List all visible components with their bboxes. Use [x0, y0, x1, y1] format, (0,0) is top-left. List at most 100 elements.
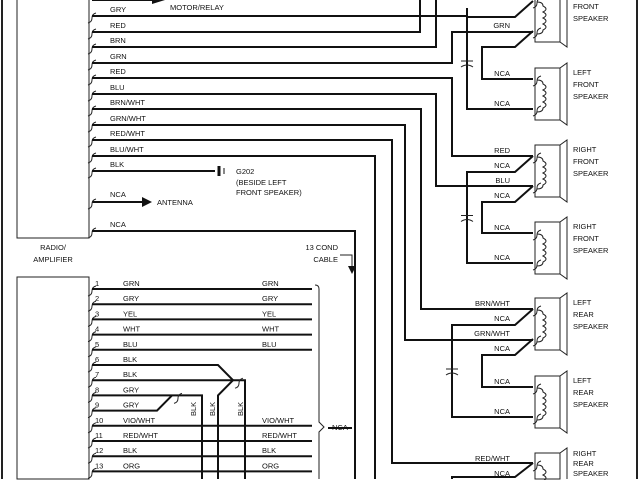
pin-left-label: BLK [123, 446, 137, 455]
speaker-cone-icon [559, 216, 568, 280]
pin-right-label: VIO/WHT [262, 416, 294, 425]
speaker-terminal-icon [532, 383, 542, 395]
capacitor-icon [445, 368, 459, 376]
connector-hook-icon [87, 315, 97, 327]
speaker-icon [534, 0, 561, 43]
pin-left-label: GRY [123, 401, 139, 410]
capacitor-icon [460, 60, 474, 68]
nca-wire [451, 462, 534, 479]
capacitor-icon [460, 215, 474, 222]
ground-icon [217, 166, 225, 176]
pin-number: 4 [95, 325, 99, 334]
speaker-cone-icon [559, 139, 568, 203]
nca-wire [481, 30, 534, 80]
splice-icon [173, 392, 183, 404]
nca-wire [466, 0, 534, 110]
radio-amplifier-box [16, 0, 90, 239]
speaker-cone-icon [559, 447, 568, 479]
connector-hook-icon [87, 422, 97, 434]
speaker-icon [534, 375, 561, 429]
nca-wire [481, 185, 534, 234]
radio-wire [92, 8, 468, 17]
radio-wire-label: RED [110, 21, 126, 30]
terminal-label: GRN/WHT [474, 329, 510, 338]
speaker-terminal-icon [532, 0, 539, 9]
pin-number: 1 [95, 279, 99, 288]
pin-number: 5 [95, 340, 99, 349]
pin-left-label: WHT [123, 325, 140, 334]
speaker-cone-icon [559, 370, 568, 434]
pin-number: 6 [95, 355, 99, 364]
pin-number: 11 [95, 431, 103, 440]
terminal-label: GRN [493, 21, 510, 30]
speaker-name: REAR [573, 310, 594, 319]
pin-left-label: ORG [123, 461, 140, 470]
speaker-name: RIGHT [573, 449, 597, 458]
blk-label: BLK [236, 402, 245, 416]
speaker-terminal-icon [532, 182, 542, 194]
cable-leader [340, 254, 353, 268]
pin-wire [92, 379, 246, 479]
pin-left-label: BLK [123, 355, 137, 364]
speaker-name: SPEAKER [573, 92, 609, 101]
pin-left-label: BLK [123, 370, 137, 379]
speaker-icon [534, 452, 561, 480]
speaker-name: FRONT [573, 80, 599, 89]
radio-wire [92, 108, 533, 310]
ground-label-2: (BESIDE LEFT [236, 178, 287, 187]
pin-right-label: GRN [262, 279, 279, 288]
speaker-terminal-icon [532, 335, 542, 347]
connector-hook-icon [87, 361, 97, 373]
speaker-name: REAR [573, 459, 594, 468]
connector-hook-icon [87, 452, 97, 464]
speaker-coil-icon [536, 464, 547, 480]
pin-right-label: ORG [262, 461, 279, 470]
speaker-name: LEFT [573, 376, 592, 385]
motor-relay-label: MOTOR/RELAY [170, 3, 224, 12]
connector-hook-icon [87, 285, 97, 297]
pin-wire [92, 394, 173, 412]
connector-hook-icon [87, 346, 97, 358]
antenna-arrow-icon [142, 197, 152, 207]
blk-label: BLK [189, 402, 198, 416]
connector-hook-icon [87, 90, 97, 102]
terminal-label: NCA [494, 314, 510, 323]
speaker-name: SPEAKER [573, 14, 609, 23]
speaker-terminal-icon [532, 413, 542, 425]
motor-relay-arrow-icon [152, 0, 165, 4]
speaker-terminal-icon [532, 75, 542, 87]
speaker-coil-icon [536, 233, 547, 267]
connector-hook-icon [87, 391, 97, 403]
radio-label-1: RADIO/ [40, 243, 67, 252]
speaker-name: RIGHT [573, 145, 597, 154]
nca-cable-wire [92, 230, 356, 479]
radio-wire-label: BLU [110, 83, 125, 92]
cable-label-2: CABLE [313, 255, 338, 264]
connector-hook-icon [87, 198, 97, 210]
terminal-label: NCA [494, 99, 510, 108]
connector-hook-icon [87, 331, 97, 343]
cable-arrow-icon [348, 266, 356, 274]
connector-hook-icon [87, 59, 97, 71]
connector-hook-icon [87, 12, 97, 24]
connector-hook-icon [87, 167, 97, 179]
radio-wire-label: BRN [110, 36, 126, 45]
speaker-name: SPEAKER [573, 169, 609, 178]
pin-right-label: YEL [262, 309, 276, 318]
speaker-name: SPEAKER [573, 322, 609, 331]
cable-label-1: 13 COND [305, 243, 338, 252]
radio-wire-label: RED [110, 67, 126, 76]
speaker-terminal-icon [532, 460, 542, 472]
speaker-name: FRONT [573, 234, 599, 243]
speaker-terminal-icon [532, 27, 542, 39]
connector-hook-icon [87, 437, 97, 449]
radio-wire [92, 0, 421, 33]
nca-wire-label: NCA [110, 220, 126, 229]
nca-wire [451, 308, 534, 418]
pin-left-label: GRY [123, 294, 139, 303]
radio-wire [92, 155, 376, 479]
speaker-coil-icon [536, 79, 547, 113]
speaker-name: REAR [573, 388, 594, 397]
connector-hook-icon [87, 407, 97, 419]
